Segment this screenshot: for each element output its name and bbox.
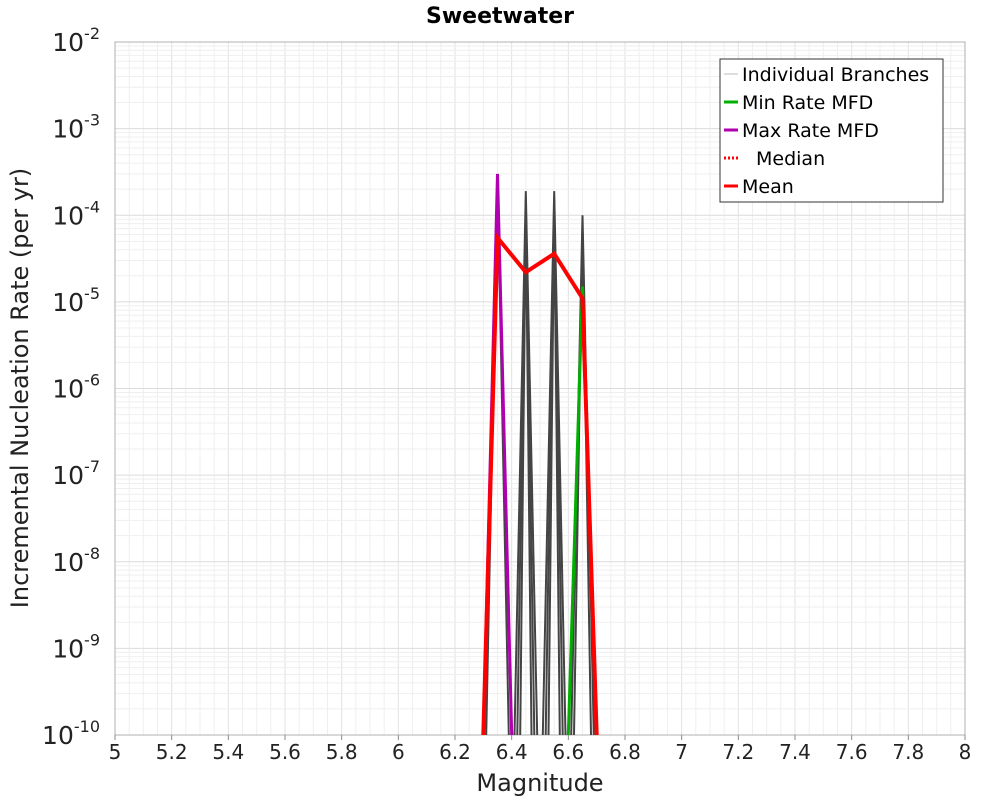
individual-branch-line xyxy=(519,211,533,736)
chart-title: Sweetwater xyxy=(426,4,574,29)
y-tick-label: 10-7 xyxy=(52,457,100,490)
x-tick-label: 6.2 xyxy=(439,740,471,764)
individual-branch-line xyxy=(541,191,567,736)
x-tick-label: 6.8 xyxy=(609,740,641,764)
mean-legend-label: Mean xyxy=(742,176,794,198)
individual-branch-line xyxy=(544,199,564,736)
x-tick-label: 5.4 xyxy=(212,740,244,764)
x-tick-label: 7.8 xyxy=(892,740,924,764)
y-axis-label: Incremental Nucleation Rate (per yr) xyxy=(6,168,34,608)
x-tick-label: 7.4 xyxy=(779,740,811,764)
x-tick-label: 5.8 xyxy=(326,740,358,764)
max-rate-mfd-legend-label: Max Rate MFD xyxy=(742,120,879,142)
gridlines xyxy=(114,42,966,736)
y-tick-label: 10-6 xyxy=(52,371,100,404)
median-legend-label: Median xyxy=(756,148,825,170)
x-tick-label: 5 xyxy=(109,740,122,764)
x-tick-label: 7 xyxy=(675,740,688,764)
x-tick-label: 6.6 xyxy=(552,740,584,764)
x-tick-label: 6.4 xyxy=(496,740,528,764)
y-tick-label: 10-4 xyxy=(52,197,100,230)
legend: Individual Branches Min Rate MFD Max Rate … xyxy=(719,58,944,203)
x-tick-label: 5.2 xyxy=(156,740,188,764)
legend-box xyxy=(719,58,944,203)
y-tick-label: 10-2 xyxy=(52,24,100,57)
x-axis-ticks: 5 5.2 5.4 5.6 5.8 6 6.2 6.4 6.6 6.8 7 7.2 7.4 7.6 7.8 8 xyxy=(109,735,972,764)
x-axis-label: Magnitude xyxy=(476,769,603,797)
y-tick-label: 10-8 xyxy=(52,544,100,577)
individual-branch-line xyxy=(573,228,592,736)
y-axis-ticks: 10-10 10-9 10-8 10-7 10-6 10-5 10-4 10-3 10-2 xyxy=(42,24,100,750)
individual-branch-line xyxy=(516,199,536,736)
plot-border xyxy=(114,41,966,736)
x-tick-label: 5.6 xyxy=(269,740,301,764)
x-tick-label: 8 xyxy=(959,740,972,764)
x-tick-label: 6 xyxy=(392,740,405,764)
x-tick-label: 7.6 xyxy=(836,740,868,764)
individual-branch-line xyxy=(513,191,539,736)
y-tick-label: 10-10 xyxy=(42,717,100,750)
y-tick-label: 10-5 xyxy=(52,284,100,317)
individual-branches-legend-label: Individual Branches xyxy=(742,64,929,86)
x-tick-label: 7.2 xyxy=(722,740,754,764)
series-layer xyxy=(481,173,599,736)
y-tick-label: 10-9 xyxy=(52,630,100,663)
mean-line xyxy=(481,232,599,736)
y-tick-label: 10-3 xyxy=(52,111,100,144)
individual-branch-line xyxy=(547,211,561,736)
min-rate-mfd-legend-label: Min Rate MFD xyxy=(742,92,873,114)
